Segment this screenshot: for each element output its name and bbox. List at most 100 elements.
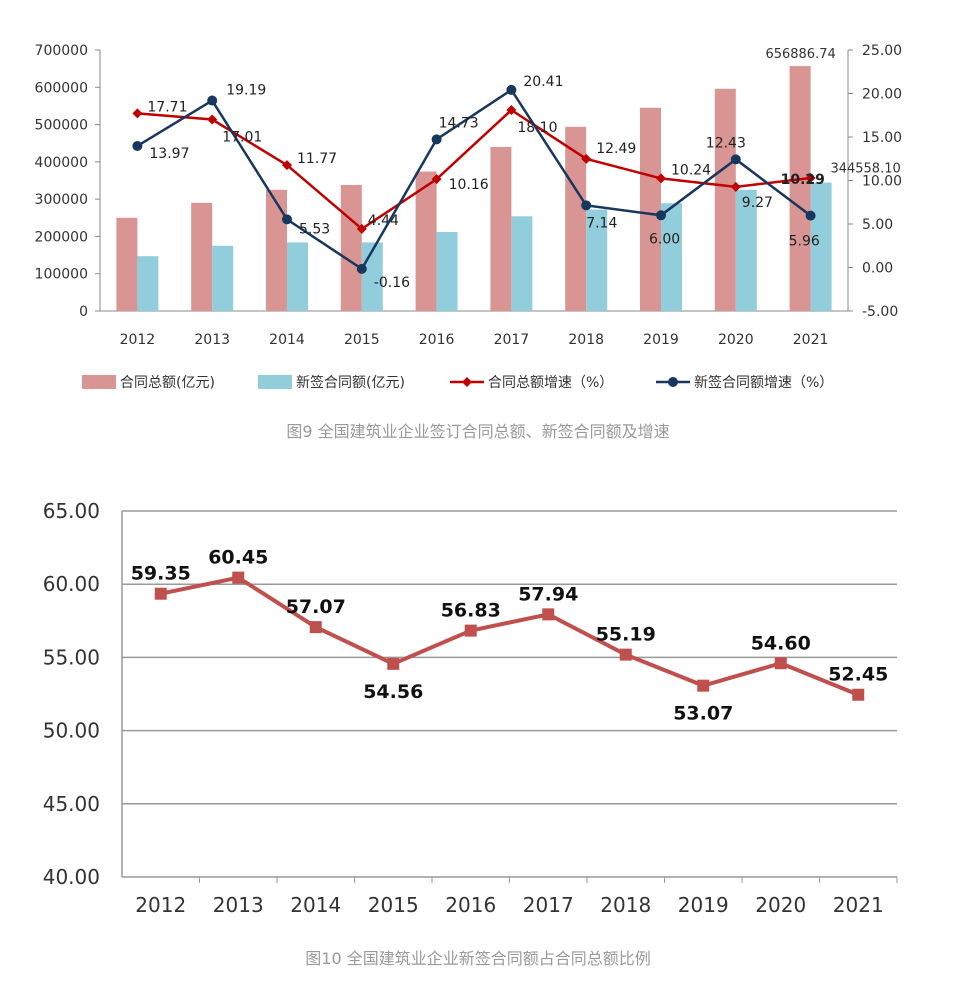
point-total-growth — [506, 105, 517, 116]
point-total-growth — [132, 108, 143, 119]
x-tick-label: 2015 — [344, 332, 380, 348]
ratio-point — [309, 621, 322, 634]
legend-swatch — [258, 375, 292, 389]
ratio-label: 53.07 — [673, 703, 733, 725]
bar-new — [287, 242, 308, 311]
bar-new — [511, 216, 533, 311]
bar-label-total-2021: 656886.74 — [765, 47, 835, 62]
x-tick-label: 2016 — [445, 893, 496, 917]
point-total-growth — [730, 181, 741, 192]
legend-label: 新签合同额(亿元) — [296, 374, 405, 391]
ratio-point — [387, 657, 400, 670]
point-new-growth — [282, 214, 292, 225]
label-new-growth: -0.16 — [374, 275, 410, 291]
x-tick-label: 2014 — [269, 332, 305, 348]
bar-total — [191, 202, 213, 311]
ratio-label: 56.83 — [441, 600, 501, 622]
left-tick-label: 400000 — [35, 155, 88, 171]
label-total-growth: 10.24 — [671, 162, 711, 178]
x-tick-label: 2012 — [135, 893, 186, 917]
line-new-growth — [136, 88, 812, 271]
x-tick-label: 2020 — [718, 332, 754, 348]
label-new-growth: 13.97 — [149, 146, 189, 162]
x-tick-label: 2019 — [678, 893, 729, 917]
x-tick-label: 2012 — [120, 332, 156, 348]
bar-label-new-2021: 344558.10 — [830, 162, 900, 177]
bar-new — [586, 209, 608, 311]
ratio-label: 59.35 — [131, 563, 191, 585]
ratio-point — [154, 587, 167, 600]
right-tick-label: 5.00 — [862, 217, 893, 233]
label-total-growth: 9.27 — [742, 195, 773, 211]
legend-item: 新签合同额增速（%） — [656, 374, 833, 391]
bar-total — [116, 217, 138, 311]
label-total-growth: 12.49 — [596, 141, 636, 157]
label-new-growth: 14.73 — [439, 115, 479, 131]
left-tick-label: 500000 — [35, 118, 88, 134]
bar-total — [415, 171, 437, 311]
ratio-point — [852, 688, 865, 701]
point-total-growth — [431, 174, 442, 185]
point-new-growth — [207, 95, 218, 106]
x-tick-label: 2013 — [213, 893, 264, 917]
x-tick-label: 2019 — [643, 332, 679, 348]
ratio-label: 57.94 — [518, 583, 578, 605]
label-total-growth: 10.29 — [781, 172, 825, 188]
bar-total — [789, 66, 811, 311]
label-new-growth: 5.53 — [299, 221, 330, 237]
ratio-point — [464, 624, 477, 637]
right-tick-label: 0.00 — [862, 261, 893, 277]
legend-label: 合同总额(亿元) — [120, 375, 215, 391]
label-new-growth: 5.96 — [789, 234, 820, 250]
label-new-growth: 20.41 — [523, 74, 563, 90]
right-tick-label: 20.00 — [862, 87, 902, 103]
x-tick-label: 2015 — [368, 893, 419, 917]
label-new-growth: 6.00 — [649, 231, 680, 247]
x-tick-label: 2017 — [494, 332, 530, 348]
ratio-point — [619, 648, 632, 661]
point-new-growth — [805, 210, 816, 221]
point-new-growth — [581, 200, 592, 211]
label-total-growth: 17.71 — [147, 99, 187, 115]
x-tick-label: 2020 — [755, 893, 806, 917]
contract-chart: 0 100000 200000 300000 400000 500000 600000 700… — [35, 43, 903, 391]
bar-total — [266, 189, 287, 311]
ratio-label: 60.45 — [208, 547, 268, 569]
label-total-growth: 10.16 — [449, 177, 489, 193]
right-tick-label: 25.00 — [862, 43, 902, 59]
y-tick-label: 45.00 — [43, 792, 100, 816]
x-tick-label: 2021 — [793, 332, 829, 348]
ratio-label: 57.07 — [286, 596, 346, 618]
point-new-growth — [656, 210, 666, 221]
ratio-line — [160, 575, 860, 697]
x-tick-label: 2016 — [419, 332, 455, 348]
ratio-point — [232, 571, 245, 584]
legend-item: 合同总额增速（%） — [450, 375, 613, 391]
left-tick-label: 0 — [79, 304, 88, 320]
right-tick-label: -5.00 — [862, 304, 898, 320]
x-tick-label: 2013 — [194, 332, 230, 348]
bar-new — [810, 182, 832, 311]
y-tick-label: 65.00 — [43, 499, 100, 523]
x-tick-label: 2014 — [290, 893, 341, 917]
ratio-label: 54.60 — [751, 632, 811, 654]
right-tick-label: 10.00 — [862, 174, 902, 190]
y-tick-label: 40.00 — [43, 865, 100, 889]
point-new-growth — [132, 140, 143, 151]
ratio-point — [774, 657, 787, 670]
label-new-growth: 12.43 — [706, 135, 746, 151]
point-new-growth — [431, 134, 442, 145]
y-tick-label: 60.00 — [43, 572, 100, 596]
ratio-label: 54.56 — [363, 681, 423, 703]
bar-new — [436, 231, 458, 311]
bar-total — [565, 126, 587, 312]
line-total-growth — [137, 108, 811, 231]
chart1-caption: 图9 全国建筑业企业签订合同总额、新签合同额及增速 — [286, 422, 670, 441]
point-total-growth — [805, 172, 816, 183]
x-tick-label: 2017 — [523, 893, 574, 917]
label-total-growth: 4.44 — [368, 213, 399, 229]
legend-item: 合同总额(亿元) — [82, 375, 215, 391]
bar-new — [735, 189, 757, 311]
y-tick-label: 55.00 — [43, 645, 100, 669]
left-tick-label: 300000 — [35, 192, 88, 208]
